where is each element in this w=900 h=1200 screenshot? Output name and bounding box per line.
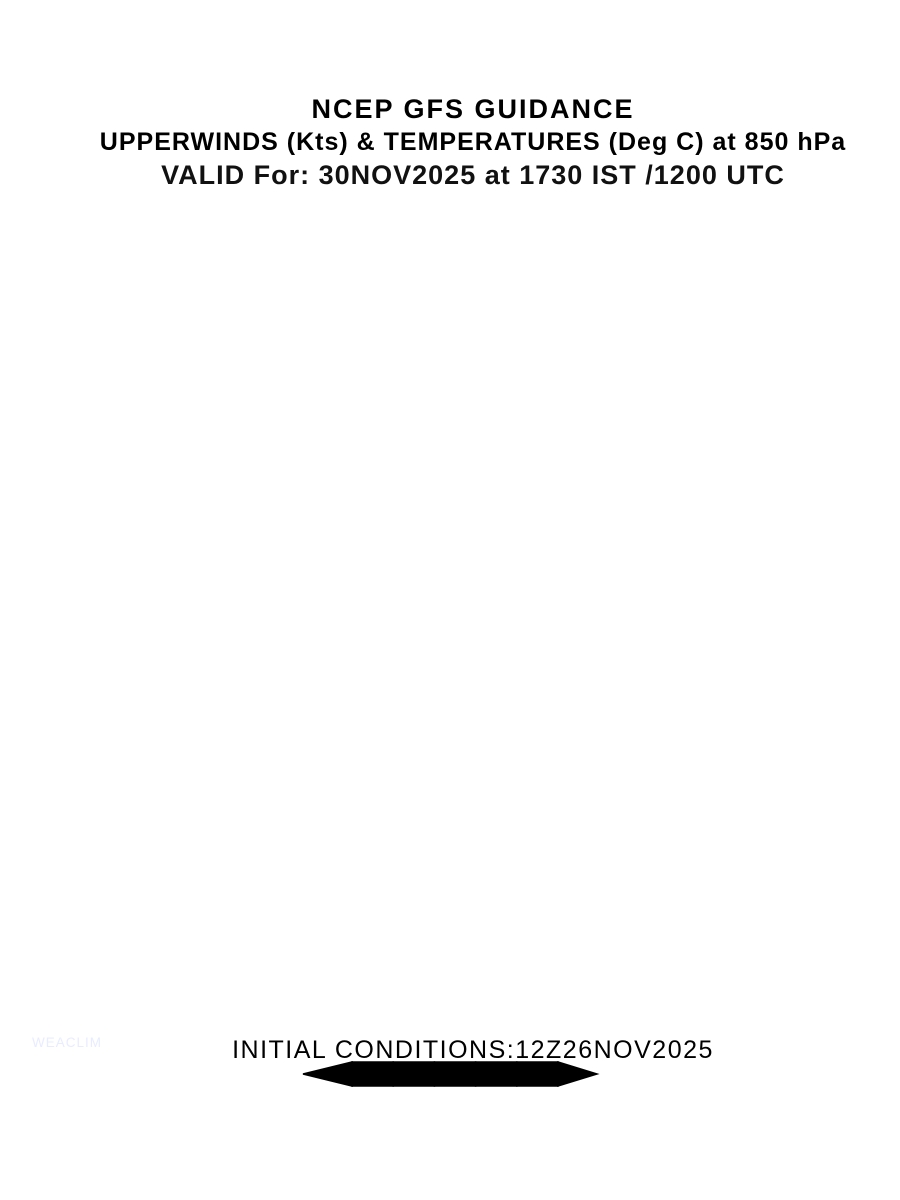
colorbar-segment xyxy=(474,1061,518,1087)
colorbar-segment xyxy=(516,1061,559,1087)
initial-conditions-text: INITIAL CONDITIONS:12Z26NOV2025 xyxy=(232,1036,714,1064)
wind-speed-colorbar xyxy=(302,1060,600,1088)
colorbar-segment xyxy=(392,1061,436,1087)
logo-label: WEACLIM xyxy=(32,1034,103,1050)
page-title: NCEP GFS GUIDANCE xyxy=(311,94,635,124)
colorbar-segment xyxy=(433,1061,477,1087)
valid-time-line: VALID For: 30NOV2025 at 1730 IST /1200 U… xyxy=(161,160,785,190)
page-subtitle: UPPERWINDS (Kts) & TEMPERATURES (Deg C) … xyxy=(99,128,847,156)
weaclim-logo: C WEACLIM xyxy=(5,1031,101,1053)
colorbar-segment xyxy=(351,1061,394,1087)
copyright-icon: C xyxy=(9,1033,27,1051)
colorbar-right-arrow xyxy=(557,1060,600,1088)
colorbar-left-arrow xyxy=(302,1061,353,1087)
